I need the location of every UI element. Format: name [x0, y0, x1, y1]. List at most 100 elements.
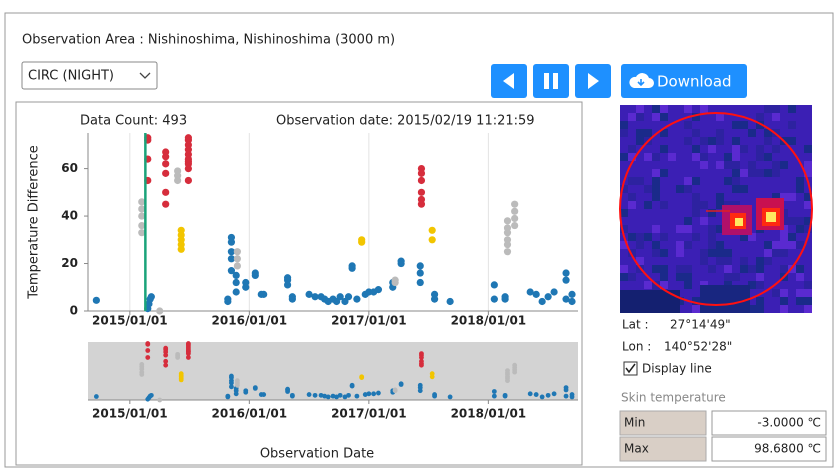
- download-text[interactable]: Download: [657, 73, 732, 91]
- image-pixel: [716, 249, 724, 257]
- overview-point: [145, 342, 150, 347]
- image-pixel: [660, 105, 668, 113]
- image-pixel: [636, 241, 644, 249]
- point: [504, 217, 511, 224]
- image-pixel: [620, 129, 628, 137]
- image-pixel: [676, 225, 684, 233]
- overview-point: [540, 395, 545, 400]
- checkbox-label[interactable]: Display line: [642, 362, 712, 376]
- overview-point: [326, 395, 331, 400]
- select-text[interactable]: CIRC (NIGHT): [28, 69, 114, 84]
- image-pixel: [708, 225, 716, 233]
- image-pixel: [764, 105, 772, 113]
- point: [148, 293, 155, 300]
- overview-point: [186, 341, 191, 346]
- point: [501, 293, 508, 300]
- image-pixel: [756, 281, 764, 289]
- overview-point: [243, 388, 248, 393]
- y-tick-label: 40: [61, 209, 78, 223]
- image-pixel: [780, 289, 788, 297]
- point: [392, 277, 399, 284]
- point: [511, 201, 518, 208]
- overview-point: [512, 370, 517, 375]
- select[interactable]: CIRC (NIGHT): [22, 62, 157, 89]
- image-pixel: [628, 273, 636, 281]
- y-tick-label: 0: [70, 304, 78, 318]
- point: [418, 177, 425, 184]
- data-count: Data Count: 493: [80, 114, 187, 129]
- pause-bg[interactable]: [533, 64, 569, 98]
- image-pixel: [668, 153, 676, 161]
- image-pixel: [684, 185, 692, 193]
- image-pixel: [708, 249, 716, 257]
- image-pixel: [692, 201, 700, 209]
- image-pixel: [652, 225, 660, 233]
- max-label: Max: [624, 442, 649, 456]
- point: [562, 277, 569, 284]
- point: [418, 201, 425, 208]
- image-pixel: [764, 257, 772, 265]
- image-pixel: [772, 289, 780, 297]
- pause-icon: [544, 73, 549, 89]
- image-pixel: [660, 113, 668, 121]
- overview-point: [376, 391, 381, 396]
- next-button[interactable]: [575, 64, 611, 98]
- image-pixel: [804, 305, 812, 313]
- image-pixel: [676, 265, 684, 273]
- display-line-checkbox[interactable]: Display line: [624, 362, 712, 376]
- image-pixel: [684, 177, 692, 185]
- image-pixel: [724, 153, 732, 161]
- image-pixel: [628, 113, 636, 121]
- point: [178, 246, 185, 253]
- image-pixel: [644, 233, 652, 241]
- overview-bg: [88, 342, 578, 400]
- image-pixel: [724, 273, 732, 281]
- point: [228, 239, 235, 246]
- image-pixel: [700, 285, 750, 313]
- point: [491, 296, 498, 303]
- overview-point: [419, 363, 424, 368]
- point: [417, 269, 424, 276]
- image-pixel: [796, 225, 804, 233]
- prev-button[interactable]: [491, 64, 527, 98]
- image-pixel: [796, 185, 804, 193]
- point: [568, 291, 575, 298]
- image-pixel: [676, 273, 684, 281]
- image-pixel: [700, 249, 708, 257]
- overview-point: [307, 392, 312, 397]
- point: [260, 291, 267, 298]
- overview-point: [366, 391, 371, 396]
- image-pixel: [628, 145, 636, 153]
- overview-point: [564, 388, 569, 393]
- lat-value: 27°14'49": [670, 318, 731, 332]
- point: [545, 293, 552, 300]
- point: [418, 189, 425, 196]
- point: [174, 167, 181, 174]
- hot: [735, 218, 743, 226]
- image-pixel: [620, 121, 628, 129]
- image-pixel: [708, 209, 716, 217]
- image-pixel: [628, 233, 636, 241]
- image-pixel: [700, 137, 708, 145]
- download-button[interactable]: Download: [621, 64, 747, 98]
- pause-button[interactable]: [533, 64, 569, 98]
- image-pixel: [660, 145, 668, 153]
- image-pixel: [692, 193, 700, 201]
- image-pixel: [660, 201, 668, 209]
- image-pixel: [692, 145, 700, 153]
- image-pixel: [700, 201, 708, 209]
- min-value: -3.0000 ℃: [757, 416, 821, 430]
- overview-point: [432, 394, 437, 399]
- image-pixel: [732, 161, 740, 169]
- image-pixel: [644, 201, 652, 209]
- point: [233, 272, 240, 279]
- image-pixel: [652, 185, 660, 193]
- image-pixel: [676, 249, 684, 257]
- image-pixel: [644, 153, 652, 161]
- image-pixel: [644, 185, 652, 193]
- page: Observation Area : Nishinoshima, Nishino…: [0, 0, 837, 469]
- pause-icon: [553, 73, 558, 89]
- image-pixel: [636, 177, 644, 185]
- image-pixel: [772, 169, 780, 177]
- image-pixel: [756, 273, 764, 281]
